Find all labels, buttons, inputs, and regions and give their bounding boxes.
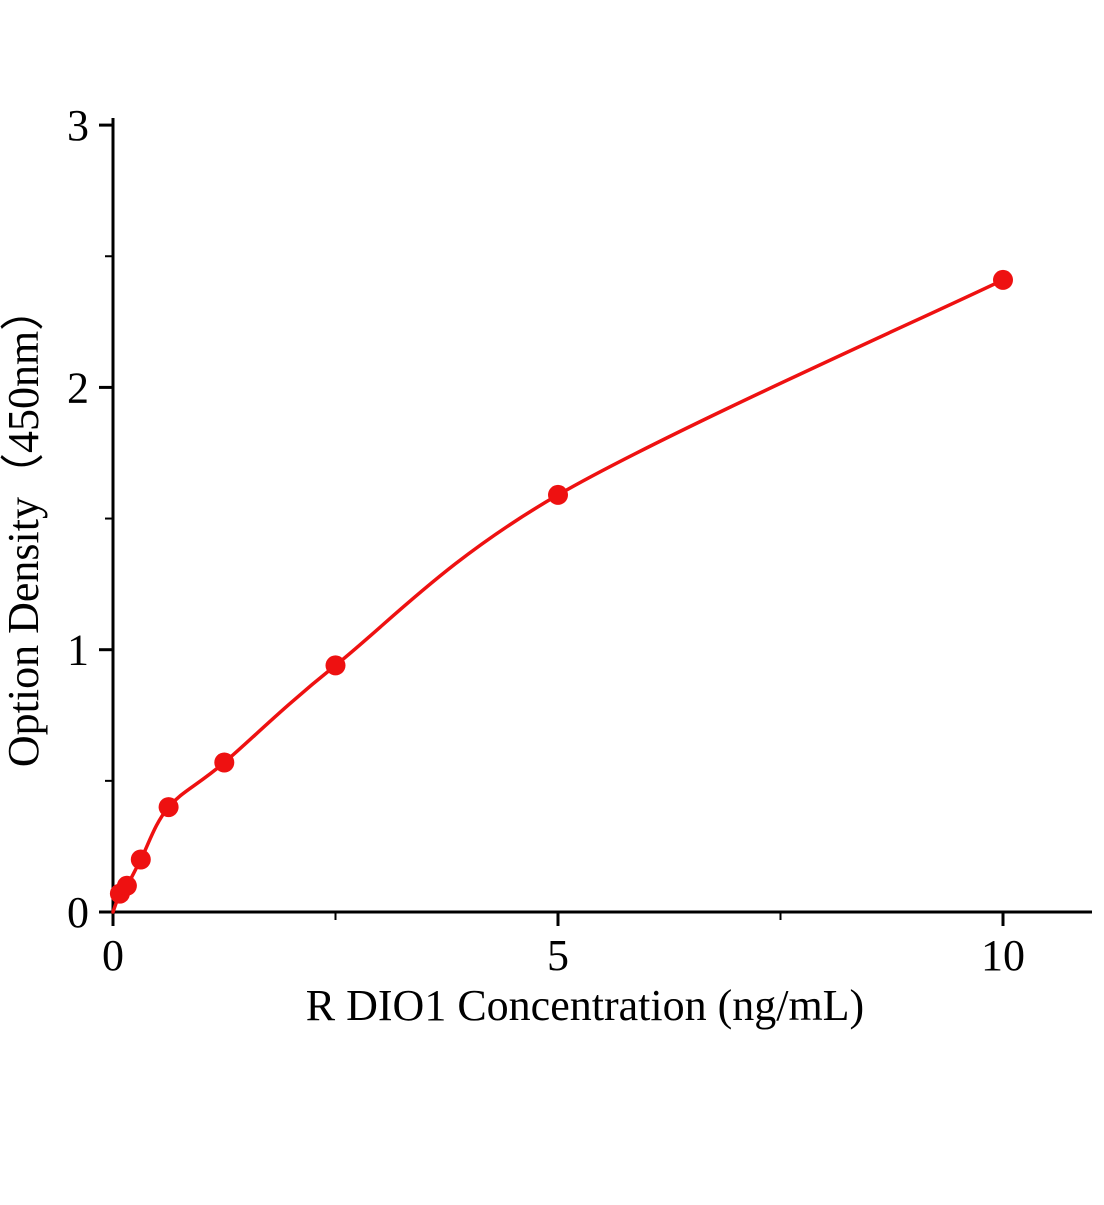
data-point — [116, 875, 137, 896]
data-point — [214, 752, 235, 773]
x-axis-label: R DIO1 Concentration (ng/mL) — [306, 981, 864, 1030]
y-tick-label: 3 — [67, 101, 89, 150]
data-point — [158, 797, 179, 818]
plot-area: 0 5 10 0 1 2 3 — [67, 101, 1092, 980]
data-point — [325, 655, 346, 676]
fit-curve — [111, 278, 1005, 914]
x-tick-label: 10 — [981, 931, 1025, 980]
data-point — [993, 269, 1013, 290]
y-tick-label: 1 — [67, 626, 89, 675]
x-tick-label: 0 — [102, 931, 124, 980]
y-tick-label: 0 — [67, 888, 89, 937]
y-axis-label: Option Density（450nm） — [0, 287, 48, 767]
x-tick-label: 5 — [547, 931, 569, 980]
data-point — [548, 484, 568, 505]
data-point — [130, 849, 151, 870]
y-tick-label: 2 — [67, 363, 89, 412]
